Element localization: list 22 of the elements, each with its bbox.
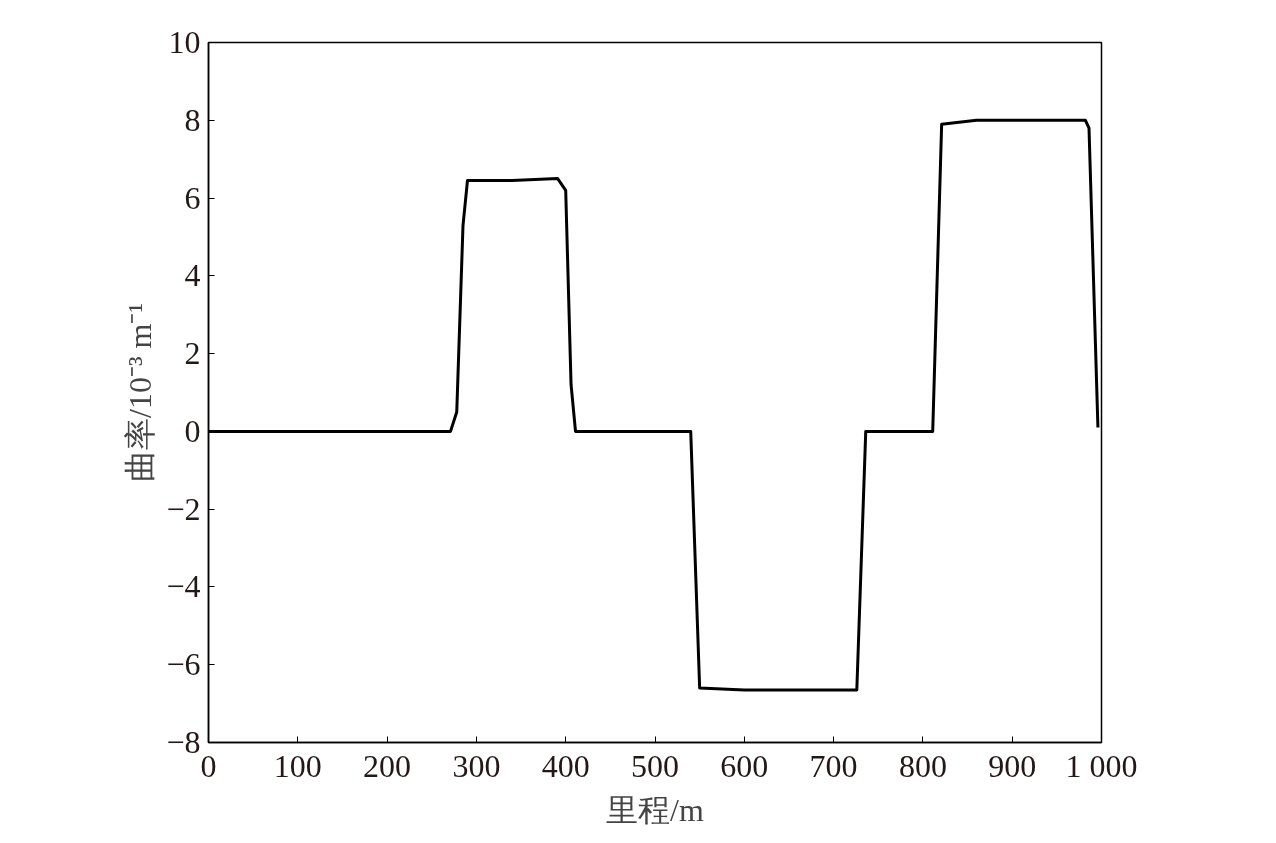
y-tick-label: −2 [166,490,201,527]
y-tick-label: −4 [166,568,201,605]
x-tick-label: 200 [363,747,412,784]
x-tick-label: 800 [898,747,947,784]
x-tick-label: 1 000 [1065,747,1138,784]
y-tick-label: 6 [184,179,201,216]
x-tick-label: 600 [720,747,769,784]
y-axis-title: 曲率/10⁻³ m⁻¹ [122,303,159,482]
x-tick-label: 900 [988,747,1037,784]
x-tick-label: 500 [631,747,679,784]
y-tick-label: 10 [168,24,201,60]
x-axis-title: 里程/m [606,791,704,828]
x-tick-label: 700 [809,747,858,784]
y-tick-label: −6 [166,646,201,683]
x-tick-label: 100 [273,747,322,784]
x-tick-label: 300 [452,747,501,784]
y-tick-label: 4 [184,257,201,294]
y-tick-label: 0 [184,412,201,449]
y-tick-label: −8 [166,724,201,760]
x-tick-label: 400 [541,747,590,784]
y-tick-label: 2 [184,335,201,372]
y-tick-label: 8 [184,101,201,138]
